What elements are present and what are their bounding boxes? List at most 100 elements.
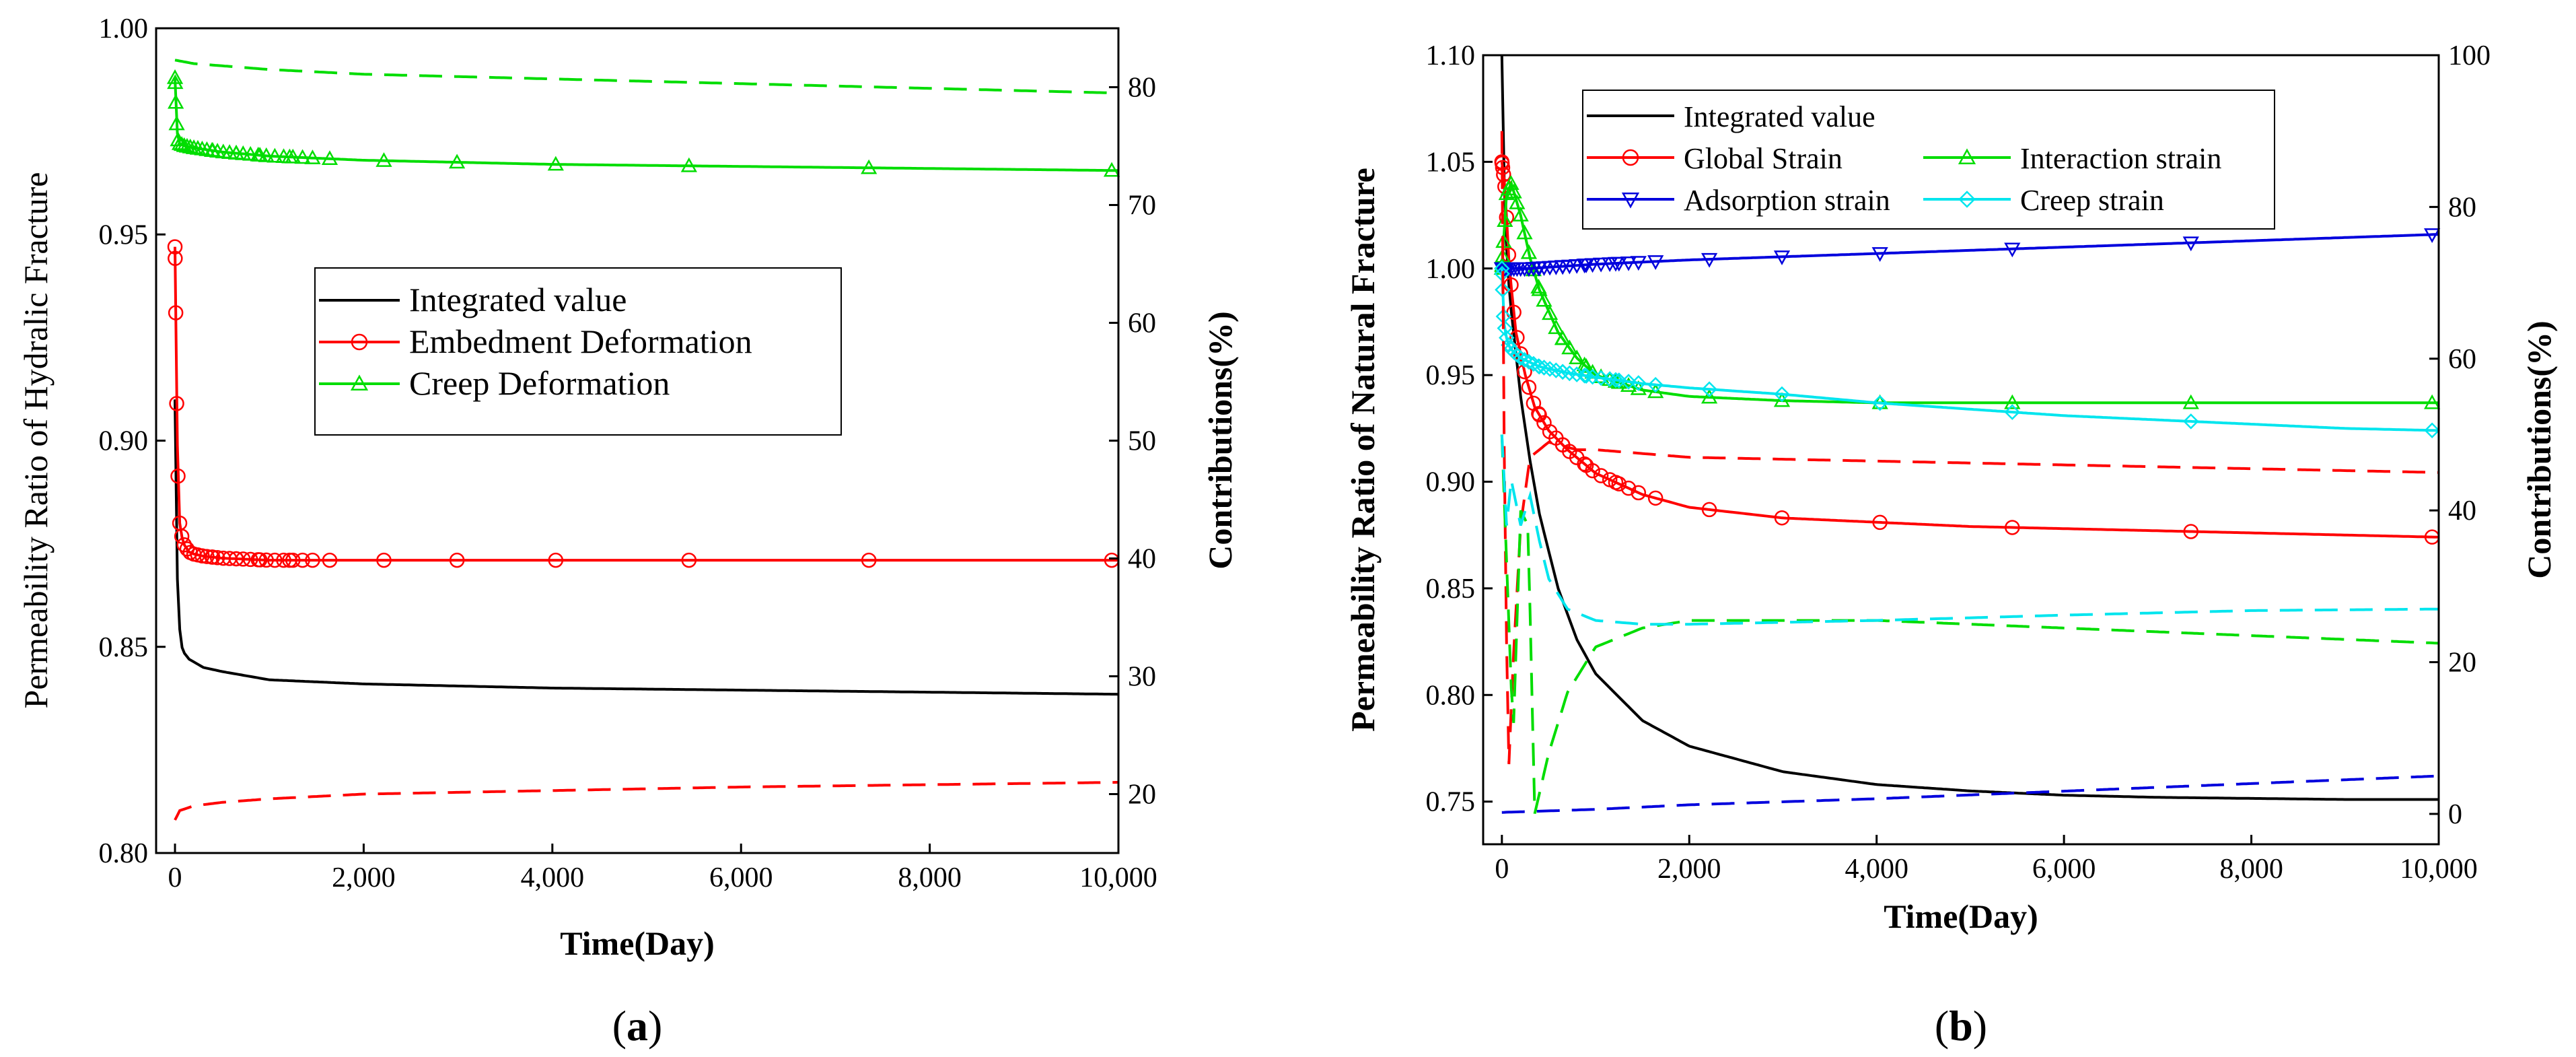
panel-b-frame: [1482, 54, 2440, 846]
panel-b-marker-adsorption-strain: [1569, 259, 1585, 274]
panel-b-marker-creep-strain: [1531, 358, 1548, 375]
panel-a-marker-embedment-deformation: [205, 549, 221, 565]
panel-b-y2-tick-label: 80: [2448, 192, 2476, 223]
panel-a-marker-embedment-deformation: [276, 552, 291, 568]
panel-a-marker-creep-deformation: [252, 147, 269, 162]
panel-b-marker-interaction-strain: [1509, 194, 1526, 209]
panel-b-marker-interaction-strain: [2004, 394, 2021, 409]
panel-b-y-tick-label: 0.95: [1426, 360, 1476, 391]
panel-a-caption-close: ): [648, 1002, 662, 1050]
panel-b-marker-adsorption-strain: [1630, 256, 1647, 271]
panel-b-marker-interaction-strain: [1561, 339, 1578, 355]
panel-b: 0 2,000 4,000 6,000 8,000 10,000 0.75 0.80 0.85 0…: [1344, 40, 2558, 1050]
panel-b-marker-creep-strain: [1516, 351, 1533, 368]
panel-b-marker-global-strain: [1509, 330, 1525, 345]
panel-a-marker-creep-deformation: [204, 142, 221, 157]
panel-a-y-tick-label: 0.95: [99, 219, 149, 250]
panel-b-x-tick-label: 2,000: [1657, 854, 1721, 885]
panel-a-marker-embedment-deformation: [167, 239, 183, 254]
panel-b-ticks: 0 2,000 4,000 6,000 8,000 10,000 0.75 0.80 0.85 0…: [1426, 40, 2491, 885]
panel-a-legend-entries: Integrated value Embedment Deformation Cre…: [319, 281, 752, 402]
panel-a-x-tick-label: 2,000: [332, 862, 396, 893]
panel-a-marker-embedment-deformation: [305, 552, 320, 568]
panel-b-marker-global-strain: [1631, 485, 1647, 501]
panel-b-marker-global-strain: [1532, 407, 1547, 423]
panel-a-marker-embedment-deformation: [174, 528, 190, 544]
panel-b-series-global-contribution: [1500, 131, 2439, 765]
panel-a-y-tick-label: 0.90: [99, 426, 149, 457]
panel-b-marker-creep-strain: [1620, 374, 1637, 390]
panel-b-x-tick-label: 6,000: [2032, 854, 2096, 885]
panel-b-marker-adsorption-strain: [1531, 261, 1548, 277]
panel-b-marker-interaction-strain: [2182, 394, 2199, 409]
panel-b-legend-label-interaction-strain: Interaction strain: [2020, 142, 2221, 175]
panel-b-marker-adsorption-strain: [1593, 257, 1610, 273]
panel-b-marker-creep-strain: [2004, 404, 2021, 420]
panel-a-ticks: 0 2,000 4,000 6,000 8,000 10,000 0.80 0.85 0.90 0…: [99, 13, 1157, 893]
panel-a-marker-creep-deformation: [168, 94, 184, 109]
panel-b-series-creep-strain: [1500, 268, 2439, 432]
panel-b-marker-interaction-strain: [1578, 357, 1595, 373]
panel-a-marker-creep-deformation: [167, 74, 184, 90]
panel-b-marker-global-strain: [1578, 457, 1594, 473]
panel-a: 0 2,000 4,000 6,000 8,000 10,000 0.80 0.85 0.90 0…: [17, 13, 1239, 1050]
panel-a-marker-creep-deformation: [166, 69, 184, 84]
panel-b-marker-global-strain: [1620, 480, 1637, 496]
panel-b-marker-creep-strain: [1701, 381, 1717, 397]
panel-b-marker-adsorption-strain: [1554, 260, 1571, 275]
panel-a-marker-creep-deformation: [680, 157, 697, 172]
panel-b-plot: [1493, 55, 2441, 814]
panel-a-y-axis-title: Permeability Ratio of Hydralic Fracture: [17, 172, 55, 709]
panel-b-marker-interaction-strain: [1773, 392, 1791, 407]
panel-a-marker-embedment-deformation: [194, 548, 210, 564]
panel-a-marker-creep-deformation: [449, 154, 466, 169]
panel-b-y2-tick-label: 100: [2448, 40, 2491, 71]
panel-b-marker-adsorption-strain: [2004, 242, 2021, 258]
panel-b-series-creep-contribution: [1500, 434, 2439, 626]
panel-a-marker-embedment-deformation: [168, 250, 183, 267]
panel-a-legend-marker-embedment-deformation: [351, 333, 368, 351]
panel-b-x-tick-label: 0: [1495, 854, 1509, 885]
panel-b-marker-interaction-strain: [1701, 388, 1718, 404]
panel-a-marker-creep-deformation: [266, 147, 283, 163]
panel-a-marker-creep-deformation: [242, 145, 259, 161]
panel-a-series-creep-contribution: [174, 59, 1119, 95]
panel-b-marker-creep-strain: [1647, 376, 1663, 393]
panel-b-marker-creep-strain: [1631, 375, 1647, 391]
panel-b-marker-global-strain: [2183, 524, 2199, 539]
panel-b-legend-marker-interaction-strain: [1958, 148, 1976, 165]
panel-b-marker-creep-strain: [1774, 386, 1790, 403]
panel-b-marker-interaction-strain: [1647, 383, 1664, 399]
panel-b-y2-tick-label: 60: [2448, 344, 2476, 375]
panel-a-marker-embedment-deformation: [209, 550, 225, 566]
panel-a-x-tick-label: 6,000: [709, 862, 773, 893]
panel-b-y-tick-label: 0.75: [1426, 787, 1476, 818]
panel-b-marker-creep-strain: [1536, 360, 1552, 376]
panel-a-marker-creep-deformation: [861, 159, 878, 174]
panel-a-x-tick-label: 0: [168, 862, 182, 893]
panel-a-y-tick-label: 0.85: [99, 632, 149, 663]
panel-b-marker-interaction-strain: [1541, 305, 1559, 320]
panel-a-caption-letter: a: [627, 1002, 648, 1050]
panel-a-caption: (a): [612, 1002, 663, 1050]
panel-a-y2-tick-label: 80: [1128, 73, 1156, 104]
panel-b-marker-interaction-strain: [1554, 330, 1571, 345]
panel-a-marker-creep-deformation: [547, 156, 564, 171]
panel-a-marker-creep-deformation: [321, 150, 338, 166]
panel-a-y2-tick-label: 70: [1128, 191, 1156, 221]
panel-b-legend-entries: Integrated value Global Strain Interaction…: [1587, 100, 2221, 217]
panel-b-marker-creep-strain: [1611, 372, 1627, 388]
panel-a-marker-embedment-deformation: [258, 552, 274, 568]
panel-b-marker-adsorption-strain: [1871, 247, 1888, 262]
panel-a-caption-open: (: [612, 1002, 627, 1050]
panel-a-series-creep-deformation: [174, 77, 1118, 172]
panel-b-marker-global-strain: [1608, 475, 1624, 490]
panel-b-y-tick-label: 1.10: [1426, 40, 1476, 71]
panel-a-legend: Integrated value Embedment Deformation Cre…: [314, 267, 842, 436]
panel-b-y2-axis-title: Contributions(%): [2520, 320, 2558, 578]
panel-b-caption-open: (: [1935, 1002, 1949, 1050]
panel-b-marker-interaction-strain: [1516, 224, 1533, 240]
panel-b-y2-tick-label: 20: [2448, 648, 2476, 679]
panel-b-marker-global-strain: [1701, 502, 1717, 518]
panel-a-legend-label-creep-deformation: Creep Deformation: [409, 364, 670, 402]
